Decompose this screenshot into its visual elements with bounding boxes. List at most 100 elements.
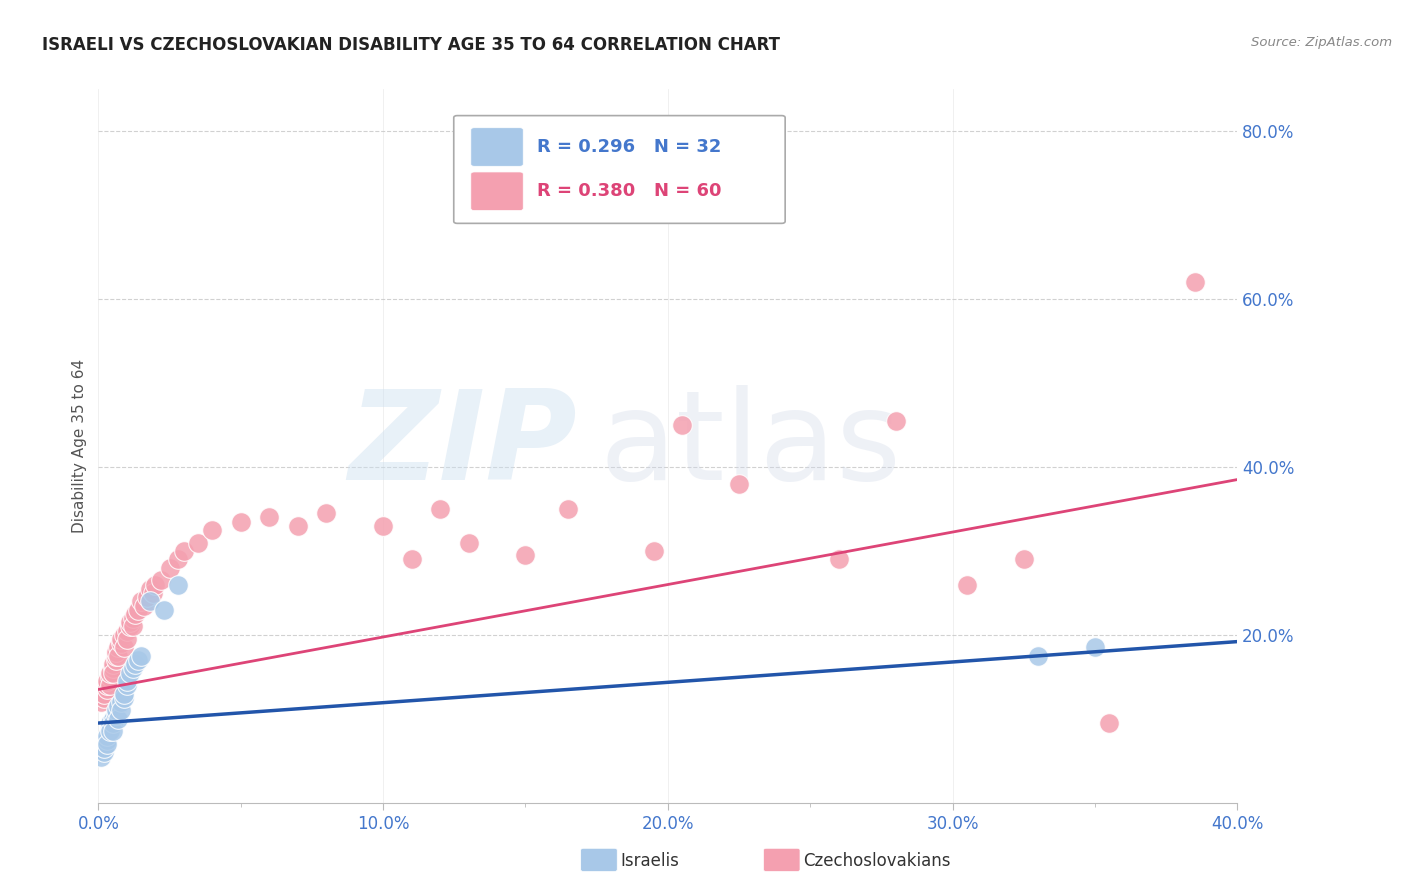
Point: [1184, 275, 1206, 289]
Point: [98, 716, 121, 731]
Point: [96, 737, 118, 751]
Point: [121, 661, 143, 675]
Point: [167, 577, 190, 591]
Point: [104, 707, 127, 722]
Point: [145, 577, 167, 591]
FancyBboxPatch shape: [471, 172, 523, 211]
Point: [98, 678, 121, 692]
Point: [429, 502, 451, 516]
Y-axis label: Disability Age 35 to 64: Disability Age 35 to 64: [72, 359, 87, 533]
Point: [101, 657, 124, 672]
Point: [112, 687, 135, 701]
Point: [96, 678, 118, 692]
Point: [138, 582, 160, 596]
Point: [93, 746, 115, 760]
Point: [96, 729, 118, 743]
Point: [124, 607, 146, 621]
Point: [98, 720, 121, 734]
Text: R = 0.380   N = 60: R = 0.380 N = 60: [537, 182, 721, 200]
Point: [187, 535, 209, 549]
Point: [173, 544, 195, 558]
Point: [107, 640, 129, 655]
Point: [107, 699, 129, 714]
Point: [1012, 552, 1035, 566]
Point: [150, 574, 173, 588]
Point: [96, 682, 118, 697]
Point: [98, 670, 121, 684]
Point: [201, 523, 224, 537]
Point: [96, 732, 118, 747]
Point: [110, 636, 132, 650]
Point: [101, 661, 124, 675]
Point: [135, 590, 157, 604]
Text: Source: ZipAtlas.com: Source: ZipAtlas.com: [1251, 36, 1392, 49]
Point: [1098, 716, 1121, 731]
Text: ISRAELI VS CZECHOSLOVAKIAN DISABILITY AGE 35 TO 64 CORRELATION CHART: ISRAELI VS CZECHOSLOVAKIAN DISABILITY AG…: [42, 36, 780, 54]
Point: [90, 695, 112, 709]
Text: Israelis: Israelis: [620, 852, 679, 870]
Point: [956, 577, 979, 591]
Point: [515, 548, 537, 562]
Point: [101, 716, 124, 731]
Point: [1084, 640, 1107, 655]
Point: [101, 724, 124, 739]
Point: [101, 712, 124, 726]
Point: [138, 594, 160, 608]
Point: [118, 619, 141, 633]
Point: [129, 648, 152, 663]
Point: [159, 560, 181, 574]
Point: [129, 594, 152, 608]
Point: [401, 552, 423, 566]
Point: [315, 506, 337, 520]
Point: [110, 632, 132, 646]
Point: [90, 749, 112, 764]
FancyBboxPatch shape: [471, 128, 523, 166]
Point: [671, 417, 693, 432]
Point: [141, 586, 163, 600]
Text: atlas: atlas: [599, 385, 901, 507]
Point: [167, 552, 190, 566]
Point: [121, 619, 143, 633]
Point: [728, 476, 751, 491]
Point: [104, 703, 127, 717]
Point: [98, 665, 121, 680]
Point: [259, 510, 281, 524]
Point: [93, 741, 115, 756]
Point: [229, 515, 252, 529]
Point: [110, 703, 132, 717]
Point: [132, 599, 155, 613]
Point: [1026, 648, 1049, 663]
Point: [96, 674, 118, 689]
Point: [115, 624, 138, 638]
Point: [127, 653, 149, 667]
Point: [93, 687, 115, 701]
Point: [104, 648, 127, 663]
Point: [93, 690, 115, 705]
Point: [107, 712, 129, 726]
Point: [104, 653, 127, 667]
Point: [373, 518, 395, 533]
FancyBboxPatch shape: [454, 116, 785, 223]
Point: [118, 665, 141, 680]
Point: [112, 640, 135, 655]
Point: [153, 603, 176, 617]
Point: [457, 535, 479, 549]
Point: [118, 615, 141, 630]
Text: ZIP: ZIP: [349, 385, 576, 507]
Point: [98, 724, 121, 739]
Point: [643, 544, 665, 558]
Text: R = 0.296   N = 32: R = 0.296 N = 32: [537, 138, 721, 156]
Point: [115, 678, 138, 692]
Point: [124, 657, 146, 672]
Point: [104, 645, 127, 659]
Point: [884, 414, 907, 428]
Point: [121, 611, 143, 625]
Point: [112, 690, 135, 705]
Point: [101, 665, 124, 680]
Point: [557, 502, 579, 516]
Point: [110, 695, 132, 709]
Point: [828, 552, 851, 566]
Point: [115, 674, 138, 689]
Point: [127, 603, 149, 617]
Text: Czechoslovakians: Czechoslovakians: [803, 852, 950, 870]
